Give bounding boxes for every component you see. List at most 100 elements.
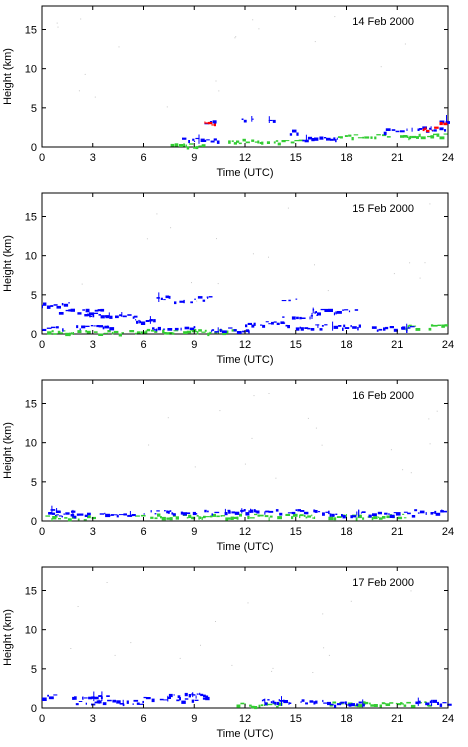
- x-tick-label: 6: [140, 339, 146, 351]
- blue-return-mark: [135, 319, 137, 321]
- blue-return-mark: [300, 510, 305, 512]
- green-return-mark: [111, 331, 114, 335]
- green-return-mark: [362, 517, 365, 520]
- y-tick-label: 0: [31, 516, 37, 528]
- green-return-mark: [245, 141, 250, 144]
- blue-return-mark: [79, 328, 81, 331]
- blue-return-mark: [362, 703, 365, 707]
- blue-return-mark: [228, 510, 231, 514]
- green-return-mark: [369, 702, 371, 705]
- blue-return-mark: [324, 308, 329, 312]
- blue-return-mark: [251, 324, 255, 328]
- green-return-mark: [145, 330, 148, 334]
- noise-dot: [272, 667, 274, 669]
- blue-return-mark: [430, 703, 433, 706]
- green-return-mark: [257, 140, 260, 144]
- green-return-mark: [77, 330, 82, 333]
- green-return-mark: [53, 333, 57, 335]
- blue-return-segment: [50, 505, 76, 515]
- blue-return-segment: [329, 699, 365, 708]
- green-return-mark: [186, 330, 192, 334]
- blue-return-segment: [289, 129, 299, 136]
- blue-return-mark: [167, 510, 170, 514]
- noise-dot: [428, 418, 430, 420]
- blue-return-mark: [160, 297, 163, 300]
- blue-return-mark: [360, 512, 362, 514]
- blue-return-mark: [61, 303, 64, 306]
- blue-return-mark: [78, 701, 83, 702]
- red-return-segment: [204, 121, 216, 127]
- green-return-mark: [370, 704, 375, 707]
- green-return-mark: [118, 333, 122, 337]
- blue-return-mark: [300, 701, 302, 703]
- blue-return-streak: [107, 325, 109, 329]
- blue-return-mark: [192, 694, 196, 696]
- blue-return-mark: [385, 128, 391, 131]
- blue-return-mark: [439, 703, 443, 707]
- x-tick-label: 21: [391, 339, 403, 351]
- blue-return-mark: [445, 121, 450, 124]
- blue-return-mark: [328, 510, 330, 515]
- green-return-mark: [136, 331, 141, 334]
- blue-return-mark: [263, 699, 265, 701]
- green-return-mark: [259, 142, 262, 144]
- blue-return-mark: [248, 510, 250, 513]
- blue-return-mark: [418, 700, 421, 704]
- blue-return-mark: [348, 310, 351, 313]
- blue-return-mark: [305, 702, 308, 705]
- noise-dot: [196, 300, 198, 302]
- blue-return-mark: [90, 325, 94, 327]
- blue-return-segment: [168, 692, 209, 699]
- noise-dot: [57, 26, 59, 28]
- blue-return-mark: [46, 327, 52, 329]
- blue-return-mark: [429, 127, 432, 130]
- x-tick-label: 12: [239, 339, 251, 351]
- blue-return-mark: [180, 511, 184, 515]
- noise-dot: [244, 463, 246, 465]
- blue-return-streak: [158, 292, 160, 302]
- x-tick-label: 6: [140, 152, 146, 164]
- blue-return-mark: [389, 326, 394, 329]
- blue-return-mark: [102, 702, 107, 706]
- blue-return-mark: [186, 512, 191, 514]
- blue-return-segment: [268, 116, 276, 123]
- blue-return-segment: [156, 292, 171, 302]
- blue-return-mark: [414, 509, 418, 512]
- x-tick-label: 21: [391, 152, 403, 164]
- blue-return-mark: [85, 702, 87, 705]
- green-return-mark: [166, 517, 171, 520]
- blue-return-mark: [112, 699, 116, 703]
- blue-return-mark: [243, 509, 246, 512]
- blue-return-mark: [42, 328, 47, 331]
- blue-return-mark: [166, 510, 168, 514]
- green-return-mark: [191, 516, 196, 520]
- blue-return-mark: [437, 701, 439, 705]
- plot-frame: [41, 379, 449, 522]
- blue-return-mark: [350, 515, 353, 519]
- noise-dot: [410, 472, 412, 474]
- blue-return-mark: [162, 328, 166, 330]
- green-return-mark: [249, 517, 255, 519]
- green-return-mark: [359, 704, 363, 708]
- blue-return-mark: [74, 696, 77, 700]
- blue-return-mark: [163, 699, 168, 701]
- green-return-mark: [344, 135, 348, 137]
- blue-return-mark: [99, 513, 105, 515]
- green-return-mark: [428, 327, 432, 331]
- blue-return-mark: [72, 696, 75, 700]
- x-tick-label: 3: [90, 713, 96, 725]
- blue-return-mark: [58, 312, 64, 315]
- blue-return-mark: [81, 325, 86, 329]
- blue-return-mark: [182, 137, 187, 140]
- blue-return-streak: [406, 128, 408, 131]
- blue-return-mark: [51, 326, 56, 329]
- green-return-mark: [427, 135, 431, 138]
- green-return-mark: [179, 144, 183, 147]
- blue-return-mark: [92, 314, 95, 318]
- blue-return-mark: [385, 326, 389, 330]
- blue-return-mark: [55, 514, 57, 517]
- blue-return-streak: [108, 312, 110, 317]
- noise-dots: [56, 16, 406, 108]
- blue-return-mark: [417, 512, 420, 514]
- blue-return-mark: [395, 512, 401, 516]
